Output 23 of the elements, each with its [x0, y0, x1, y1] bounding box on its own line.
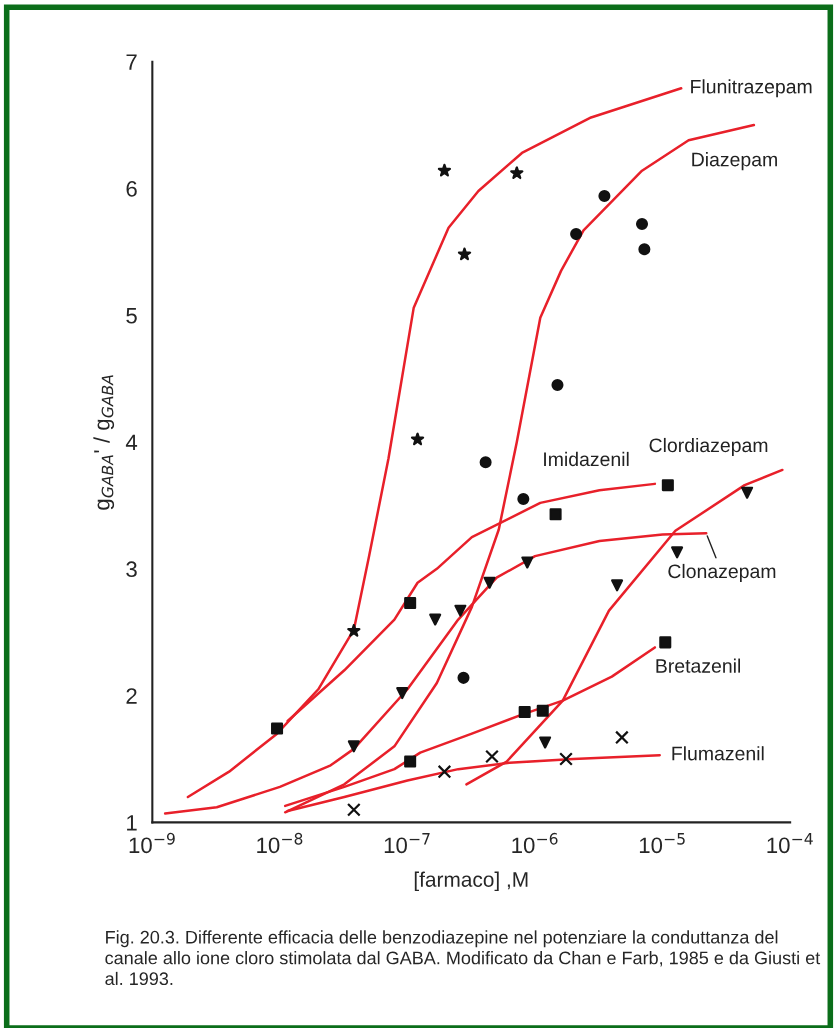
y-tick-label: 7 [126, 54, 137, 70]
x-axis-title: [farmaco] ,M [414, 871, 528, 892]
series-label: Clordiazepam [649, 437, 768, 457]
series-label: Bretazenil [656, 658, 741, 673]
x-tick-label: 10$^{−7}$ [384, 833, 430, 854]
x-tick-label: 10$^{−4}$ [767, 833, 813, 854]
series-label: Clonazepam [668, 563, 776, 583]
y-tick-label: 5 [126, 308, 137, 324]
x-tick-label: 10$^{−6}$ [512, 832, 558, 854]
x-tick-label: 10$^{−8}$ [257, 832, 303, 854]
y-tick-label: 2 [126, 688, 137, 704]
y-axis-title: g$_{GABA}$' / g$_{GABA}$ [93, 375, 115, 510]
y-tick-label: 1 [127, 815, 137, 831]
series-label: Imidazenil [544, 451, 629, 467]
x-tick-label: 10$^{−9}$ [129, 832, 175, 854]
y-tick-label: 4 [125, 434, 138, 451]
y-tick-label: 6 [126, 181, 137, 197]
series-label: Flumazenil [672, 746, 764, 761]
y-tick-label: 3 [126, 561, 137, 578]
x-tick-label: 10$^{−5}$ [639, 833, 685, 854]
series-label: Flunitrazepam [691, 79, 812, 98]
series-label: Diazepam [692, 152, 777, 171]
caption: Fig. 20.3. Differente efficacia delle benzodiazepine nel potenziare la conduttanza del canale allo ione cloro stimolata dal GABA. Modificato da Chan e Farb, 1985 e da Giusti et al. 1993. [105, 930, 821, 986]
